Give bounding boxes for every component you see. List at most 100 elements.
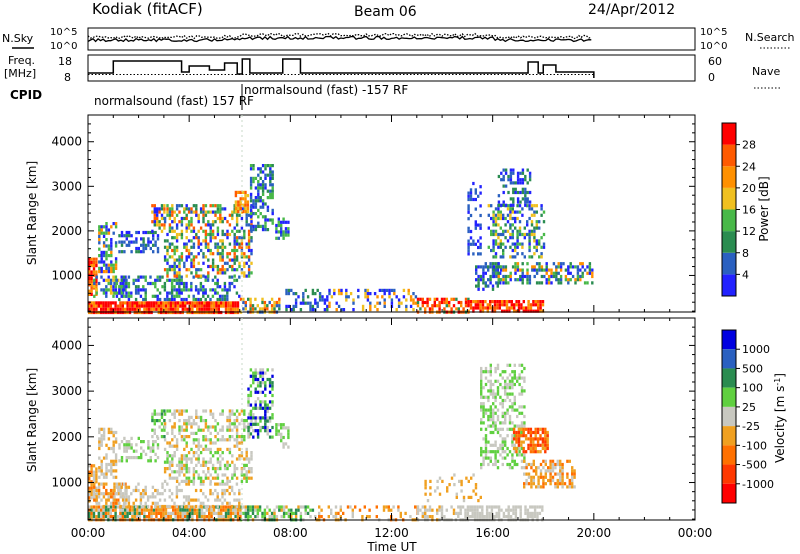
data-cell: [515, 430, 518, 435]
data-cell: [489, 389, 492, 393]
data-cell: [127, 285, 131, 289]
data-cell: [130, 240, 133, 244]
data-cell: [178, 271, 181, 275]
data-cell: [480, 370, 483, 374]
data-cell: [217, 301, 220, 305]
data-cell: [480, 466, 483, 470]
data-cell: [221, 473, 224, 477]
data-cell: [254, 406, 257, 410]
data-cell: [259, 212, 262, 216]
data-cell: [474, 303, 477, 307]
data-cell: [484, 370, 488, 374]
data-cell: [282, 217, 285, 221]
data-cell: [172, 301, 175, 305]
data-cell: [266, 416, 269, 420]
data-cell: [102, 456, 106, 460]
data-cell: [250, 236, 253, 240]
data-cell: [228, 447, 232, 451]
data-cell: [520, 303, 523, 307]
data-cell: [485, 515, 489, 519]
data-cell: [271, 218, 274, 222]
data-cell: [250, 451, 253, 455]
data-cell: [131, 515, 134, 519]
data-cell: [524, 174, 527, 179]
data-cell: [285, 505, 288, 509]
data-cell: [169, 515, 172, 519]
data-cell: [100, 498, 103, 502]
data-cell: [520, 370, 524, 374]
data-cell: [163, 239, 167, 243]
data-cell: [163, 245, 167, 249]
data-cell: [271, 164, 274, 168]
data-cell: [489, 379, 492, 383]
data-cell: [489, 456, 492, 460]
data-cell: [467, 226, 470, 230]
data-cell: [512, 190, 515, 195]
data-cell: [254, 422, 257, 426]
data-cell: [564, 274, 568, 279]
data-cell: [203, 304, 206, 308]
data-cell: [501, 440, 504, 444]
data-cell: [424, 483, 427, 487]
data-cell: [112, 475, 115, 479]
data-cell: [181, 301, 184, 305]
data-cell: [98, 241, 101, 245]
data-cell: [214, 451, 217, 455]
data-cell: [546, 434, 549, 438]
data-cell: [326, 308, 329, 312]
data-cell: [107, 270, 111, 274]
data-cell: [409, 298, 413, 302]
data-cell: [112, 294, 115, 298]
data-cell: [264, 406, 267, 410]
data-cell: [496, 408, 500, 412]
data-cell: [492, 220, 495, 224]
data-cell: [519, 268, 522, 272]
data-cell: [221, 428, 224, 432]
data-cell: [433, 297, 436, 301]
data-cell: [238, 229, 241, 233]
data-cell: [216, 467, 220, 471]
data-cell: [461, 505, 465, 509]
data-cell: [521, 178, 525, 182]
noise-series: [87, 32, 592, 43]
data-cell: [369, 304, 372, 308]
data-cell: [117, 498, 120, 502]
data-cell: [100, 466, 103, 470]
data-cell: [316, 304, 319, 308]
data-cell: [492, 450, 495, 454]
data-cell: [214, 476, 217, 480]
data-cell: [90, 304, 93, 308]
data-cell: [171, 229, 174, 233]
data-cell: [216, 482, 219, 486]
data-cell: [511, 466, 514, 470]
data-cell: [180, 425, 184, 429]
data-cell: [542, 485, 545, 489]
data-cell: [221, 479, 224, 483]
data-cell: [515, 309, 518, 313]
data-cell: [152, 304, 156, 308]
data-cell: [249, 164, 253, 168]
data-cell: [482, 395, 485, 399]
data-cell: [208, 515, 211, 519]
data-cell: [88, 264, 91, 268]
data-cell: [235, 498, 239, 502]
data-cell: [387, 505, 390, 509]
data-cell: [294, 508, 298, 512]
data-cell: [160, 216, 164, 221]
data-cell: [222, 505, 225, 509]
data-cell: [259, 196, 262, 200]
data-cell: [243, 463, 246, 467]
data-cell: [155, 307, 158, 311]
data-cell: [125, 446, 128, 450]
colorbar-block: [722, 426, 736, 446]
data-cell: [294, 301, 298, 305]
data-cell: [539, 443, 542, 447]
data-cell: [257, 199, 260, 203]
data-cell: [210, 511, 213, 515]
colorbar-block: [722, 187, 736, 210]
data-cell: [484, 411, 488, 415]
data-cell: [467, 210, 470, 214]
data-cell: [163, 204, 166, 208]
data-cell: [243, 435, 246, 439]
data-cell: [112, 278, 115, 282]
